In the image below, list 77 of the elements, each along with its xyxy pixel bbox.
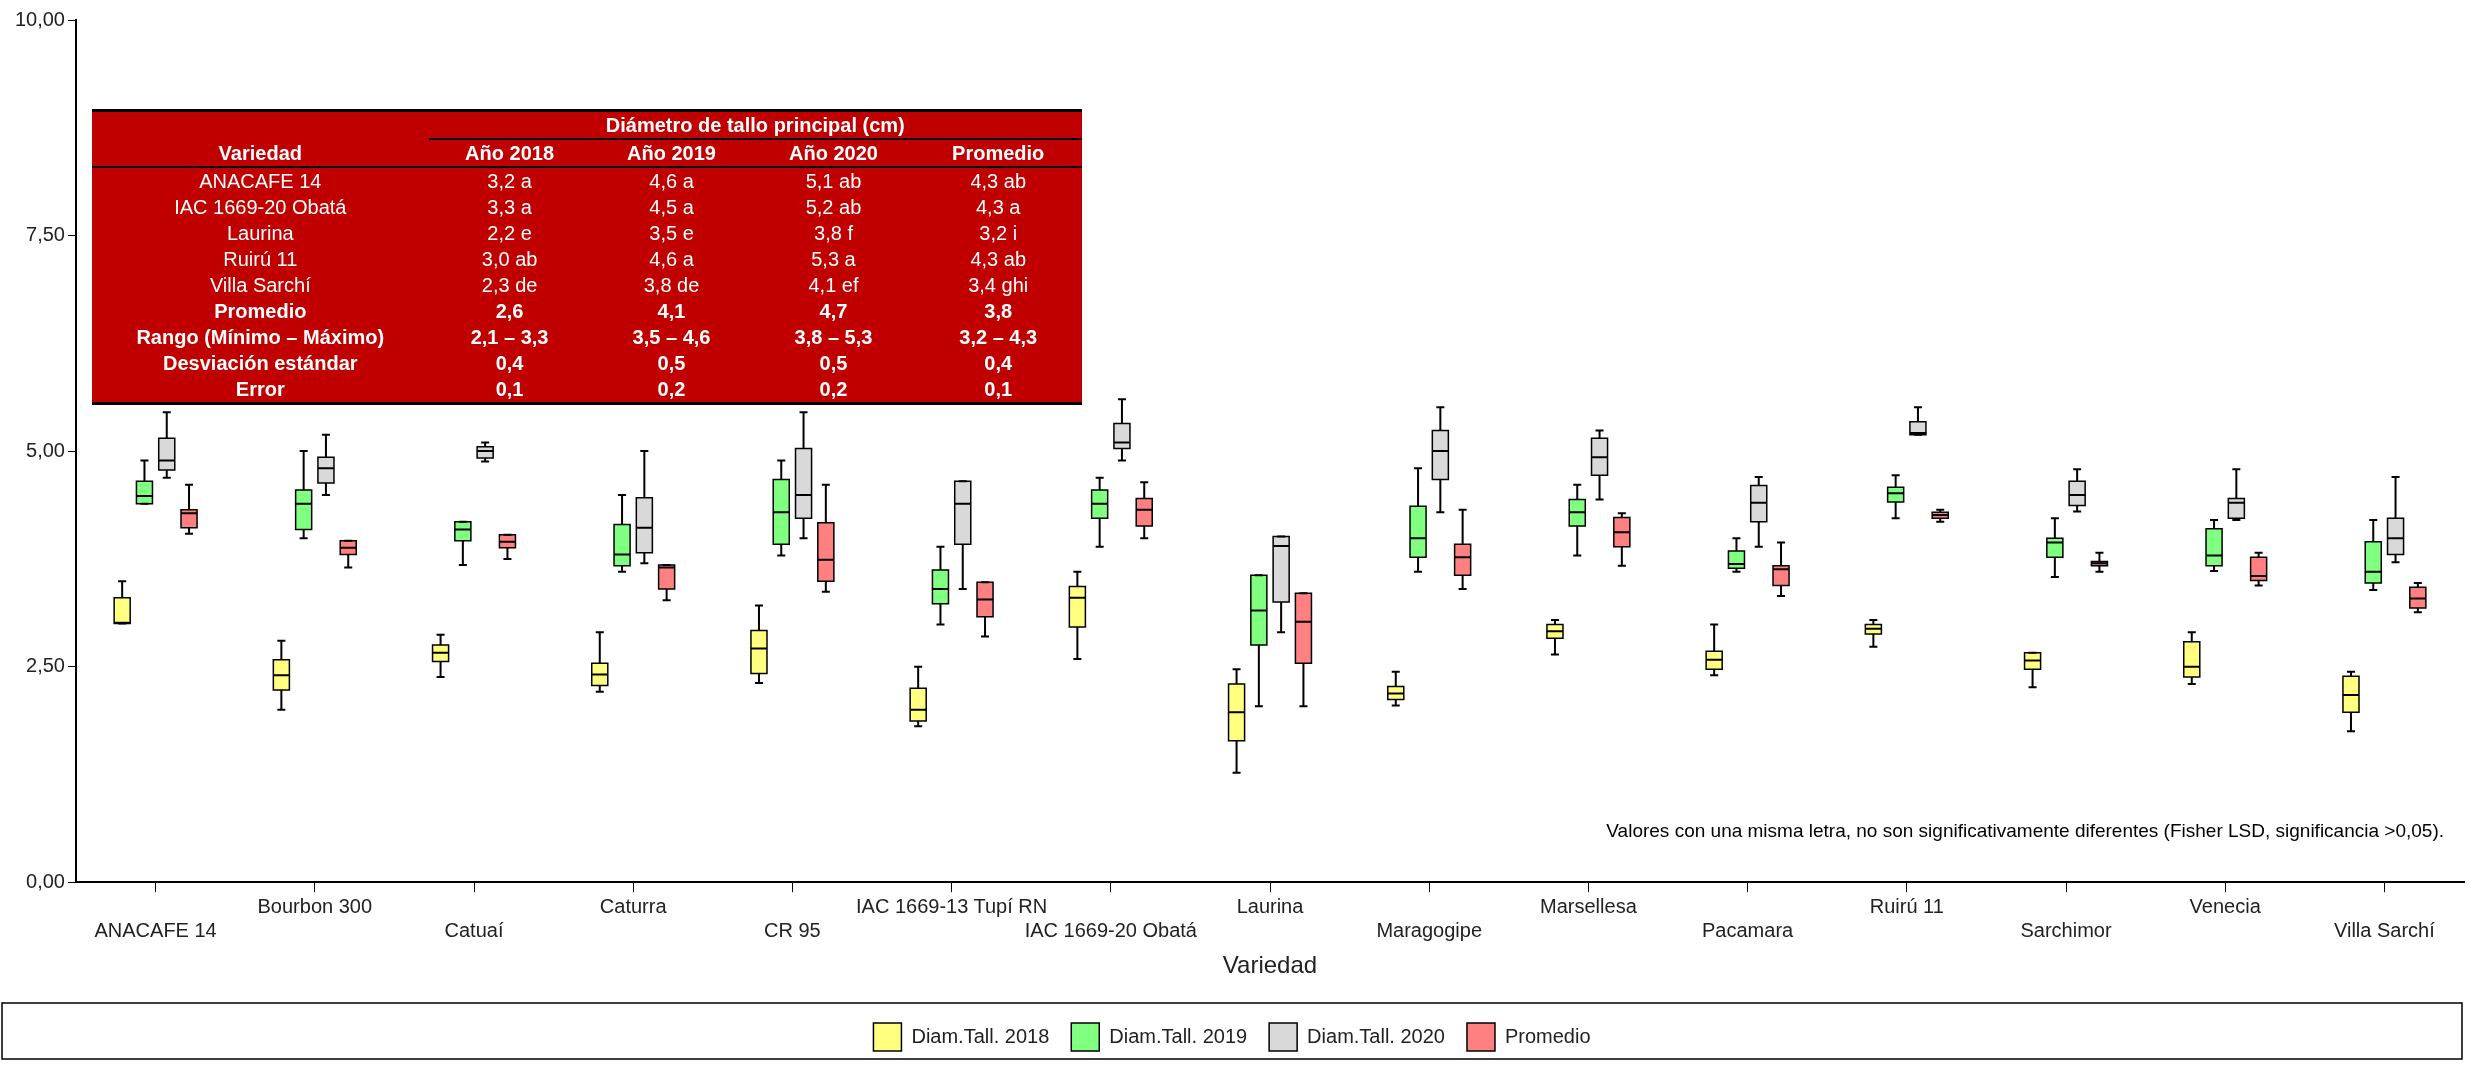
text: 2,6 [495,300,524,322]
y-tick-label: 2,50 [26,654,65,677]
text: Variedad [217,140,303,166]
y-tick-label: 7,50 [26,223,65,246]
text: Diámetro de tallo principal (cm) [428,110,1082,139]
x-tick-label: CR 95 [764,918,821,941]
text: 3,2 a [487,170,532,192]
legend-label: Diam.Tall. 2019 [1109,1024,1248,1047]
text: 3,8 f [814,222,853,244]
legend-label: Diam.Tall. 2018 [911,1024,1050,1047]
category-label: Año 2019 [626,141,717,166]
y-tick-label: 0,00 [26,869,65,892]
text: 4,1 ef [808,274,859,296]
x-tick-label: Venecia [2189,894,2262,917]
text: 3,8 – 5,3 [794,326,873,348]
text: 5,1 ab [805,170,862,192]
x-tick-label: ANACAFE 14 [94,918,217,941]
category-label: Laurina [226,222,294,244]
text: 4,3 ab [970,170,1027,192]
text: 0,5 [657,352,686,374]
text: 4,7 [819,300,848,322]
x-tick-label: Catuaí [444,918,504,941]
text: 3,8 de [643,274,700,296]
x-tick-label: Bourbon 300 [257,894,373,917]
x-tick-label: Pacamara [1702,918,1795,941]
x-tick-label: Sarchimor [2020,918,2112,941]
legend-label: Promedio [1504,1024,1591,1047]
text: 2,1 – 3,3 [470,326,549,348]
text: 0,4 [984,352,1013,374]
category-label: Error [235,378,285,400]
category-label: Promedio [214,300,307,322]
category-label: Ruirú 11 [223,248,298,270]
text: 2,3 de [481,274,538,296]
x-tick-label: IAC 1669-13 Tupí RN [855,894,1048,917]
text: 3,2 i [979,222,1018,244]
text: 5,3 a [811,248,856,270]
text: 0,4 [495,352,524,374]
y-tick-label: 5,00 [26,438,65,461]
x-tick-label: Marsellesa [1540,894,1638,917]
text: 3,5 e [649,222,694,244]
text: 3,4 ghi [968,274,1029,296]
text: 4,3 ab [970,248,1027,270]
category-label: IAC 1669-20 Obatá [174,196,347,218]
text: 2,2 e [487,222,532,244]
x-tick-label: Laurina [1236,894,1305,917]
text: 0,1 [984,378,1013,400]
category-label: Desviación estándar [163,352,358,374]
category-label: Promedio [951,141,1046,166]
text: 4,6 a [649,248,694,270]
text: 4,6 a [649,170,694,192]
x-tick-label: IAC 1669-20 Obatá [1024,918,1198,941]
text: 3,0 ab [481,248,538,270]
category-label: Año 2018 [464,141,556,166]
text: 0,5 [819,352,848,374]
text: 3,2 – 4,3 [959,326,1038,348]
text: 3,8 [984,300,1013,322]
x-tick-label: Maragogipe [1376,918,1483,941]
text: 4,3 a [975,196,1021,218]
annotation: Valores con una misma letra, no son significativamente diferentes (Fisher LSD, significancia >0,05). [1606,820,2444,842]
category-label: ANACAFE 14 [199,170,322,192]
category-label: Año 2020 [788,141,879,166]
x-tick-label: Ruirú 11 [1869,894,1944,917]
x-axis-title: Variedad [1222,951,1318,979]
text: 5,2 ab [805,196,862,218]
text: 0,1 [495,378,524,400]
x-tick-label: Villa Sarchí [2334,918,2436,941]
text: 0,2 [819,378,848,400]
text: 4,5 a [649,196,694,218]
text: 3,3 a [487,196,532,218]
y-tick-label: 10,00 [14,7,65,30]
category-label: Rango (Mínimo – Máximo) [136,326,385,348]
legend-label: Diam.Tall. 2020 [1307,1024,1445,1047]
x-tick-label: Caturra [599,894,668,917]
text: 3,5 – 4,6 [632,326,711,348]
text: 0,2 [657,378,686,400]
category-label: Villa Sarchí [209,274,311,296]
text: 4,1 [657,300,686,322]
